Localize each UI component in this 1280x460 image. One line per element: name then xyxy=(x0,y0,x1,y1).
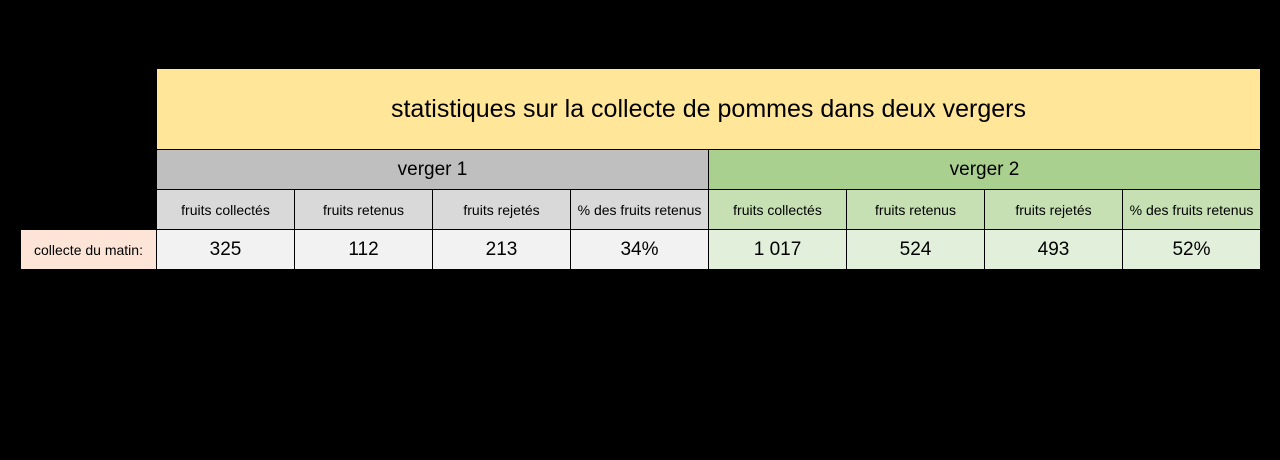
empty-cell[interactable] xyxy=(20,68,157,150)
title-row: statistiques sur la collecte de pommes d… xyxy=(20,68,1261,150)
table-title[interactable]: statistiques sur la collecte de pommes d… xyxy=(156,68,1261,150)
value-cell[interactable]: 325 xyxy=(156,229,295,270)
value-cell[interactable]: 52% xyxy=(1122,229,1261,270)
value-cell[interactable]: 213 xyxy=(432,229,571,270)
statistics-table: statistiques sur la collecte de pommes d… xyxy=(20,68,1261,270)
empty-cell[interactable] xyxy=(20,189,157,230)
column-header[interactable]: % des fruits retenus xyxy=(570,189,709,230)
column-header[interactable]: fruits rejetés xyxy=(984,189,1123,230)
spreadsheet-area: statistiques sur la collecte de pommes d… xyxy=(20,68,1261,270)
column-header[interactable]: fruits collectés xyxy=(708,189,847,230)
group-header-verger-1[interactable]: verger 1 xyxy=(156,149,709,190)
data-row: collecte du matin: 325 112 213 34% 1 017… xyxy=(20,229,1261,270)
value-cell[interactable]: 493 xyxy=(984,229,1123,270)
group-header-verger-2[interactable]: verger 2 xyxy=(708,149,1261,190)
column-header-row: fruits collectés fruits retenus fruits r… xyxy=(20,189,1261,230)
group-row: verger 1 verger 2 xyxy=(20,149,1261,190)
column-header[interactable]: fruits rejetés xyxy=(432,189,571,230)
column-header[interactable]: fruits collectés xyxy=(156,189,295,230)
row-label[interactable]: collecte du matin: xyxy=(20,229,157,270)
empty-cell[interactable] xyxy=(20,149,157,190)
value-cell[interactable]: 34% xyxy=(570,229,709,270)
column-header[interactable]: fruits retenus xyxy=(294,189,433,230)
column-header[interactable]: fruits retenus xyxy=(846,189,985,230)
value-cell[interactable]: 1 017 xyxy=(708,229,847,270)
value-cell[interactable]: 112 xyxy=(294,229,433,270)
column-header[interactable]: % des fruits retenus xyxy=(1122,189,1261,230)
value-cell[interactable]: 524 xyxy=(846,229,985,270)
